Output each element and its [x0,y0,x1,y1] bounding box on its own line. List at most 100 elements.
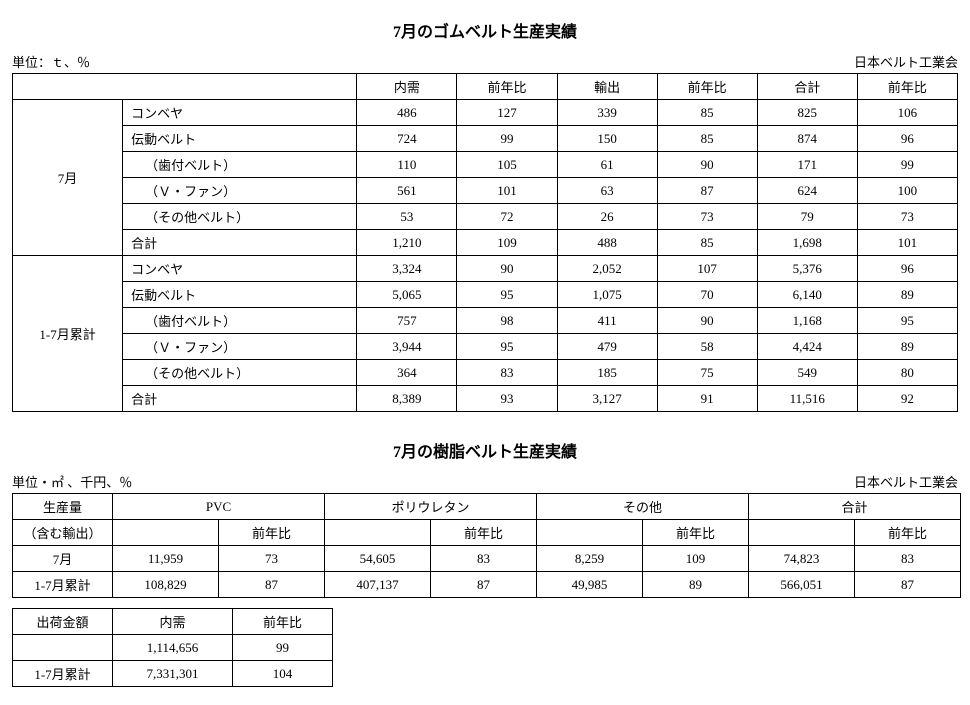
t1-cell: 1,698 [757,230,857,256]
t1-cell: 90 [657,152,757,178]
t2-cell: 87 [431,572,537,598]
t1-cell: 93 [457,386,557,412]
table-resin-belt: 生産量PVCポリウレタンその他合計（含む輸出）前年比前年比前年比前年比7月11,… [12,493,961,598]
t3-cell: 104 [233,661,333,687]
t1-col-5: 前年比 [857,74,957,100]
t1-cell: 106 [857,100,957,126]
t1-cell: 339 [557,100,657,126]
t2-sub-blank [325,520,431,546]
t1-cell: 91 [657,386,757,412]
section2-source: 日本ベルト工業会 [854,472,958,491]
t2-cell: 54,605 [325,546,431,572]
t1-cell: 3,127 [557,386,657,412]
t1-cell: 72 [457,204,557,230]
t1-cell: 85 [657,126,757,152]
t1-cell: 486 [357,100,457,126]
t1-cell: 488 [557,230,657,256]
t2-sub-blank [537,520,643,546]
t1-cell: 107 [657,256,757,282]
t1-cell: 95 [457,282,557,308]
section2-unit: 単位・㎡ 、千円、％ [12,472,132,491]
t1-cell: 825 [757,100,857,126]
t1-cell: 185 [557,360,657,386]
t1-cell: 87 [657,178,757,204]
t1-cell: 11,516 [757,386,857,412]
t3-cell: 99 [233,635,333,661]
t2-group-2: その他 [537,494,749,520]
t1-period-0: 7月 [13,100,123,256]
t1-cell: 80 [857,360,957,386]
t1-cell: 96 [857,256,957,282]
t1-cell: 150 [557,126,657,152]
t1-rowlabel: 合計 [123,230,357,256]
t2-sub-yoy: 前年比 [219,520,325,546]
t2-cell: 407,137 [325,572,431,598]
t1-col-2: 輸出 [557,74,657,100]
t2-sub-yoy: 前年比 [431,520,537,546]
t1-cell: 364 [357,360,457,386]
t1-cell: 61 [557,152,657,178]
t1-cell: 1,168 [757,308,857,334]
t1-cell: 127 [457,100,557,126]
t3-header-1: 内需 [113,609,233,635]
t2-cell: 566,051 [749,572,855,598]
t1-cell: 96 [857,126,957,152]
t2-cell: 11,959 [113,546,219,572]
t1-cell: 724 [357,126,457,152]
t1-cell: 95 [857,308,957,334]
t1-cell: 101 [457,178,557,204]
t3-rowlabel: 1-7月累計 [13,661,113,687]
t1-rowlabel: 伝動ベルト [123,282,357,308]
t2-sub-blank [113,520,219,546]
t2-cell: 73 [219,546,325,572]
t2-rowheader-bottom: （含む輸出） [13,520,113,546]
t1-col-3: 前年比 [657,74,757,100]
t3-cell: 7,331,301 [113,661,233,687]
t1-cell: 549 [757,360,857,386]
t1-cell: 109 [457,230,557,256]
t1-cell: 73 [657,204,757,230]
t1-rowlabel: 伝動ベルト [123,126,357,152]
t1-cell: 479 [557,334,657,360]
t1-cell: 5,376 [757,256,857,282]
section1-source: 日本ベルト工業会 [854,52,958,71]
t1-rowlabel: コンベヤ [123,100,357,126]
t1-cell: 110 [357,152,457,178]
t2-group-3: 合計 [749,494,961,520]
t1-cell: 3,324 [357,256,457,282]
t1-cell: 90 [657,308,757,334]
t1-cell: 85 [657,230,757,256]
t1-cell: 6,140 [757,282,857,308]
t1-cell: 70 [657,282,757,308]
t1-cell: 92 [857,386,957,412]
t2-cell: 83 [431,546,537,572]
t3-rowlabel [13,635,113,661]
t1-cell: 89 [857,334,957,360]
table-rubber-belt: 内需前年比輸出前年比合計前年比7月コンベヤ48612733985825106伝動… [12,73,958,412]
t1-cell: 411 [557,308,657,334]
t3-header-0: 出荷金額 [13,609,113,635]
t1-cell: 101 [857,230,957,256]
t1-cell: 171 [757,152,857,178]
t1-cell: 75 [657,360,757,386]
t2-sub-blank [749,520,855,546]
t1-cell: 58 [657,334,757,360]
t1-cell: 99 [457,126,557,152]
t1-cell: 624 [757,178,857,204]
t1-cell: 5,065 [357,282,457,308]
t1-col-4: 合計 [757,74,857,100]
section1-unit: 単位：ｔ、％ [12,52,90,71]
t1-cell: 561 [357,178,457,204]
t2-group-0: PVC [113,494,325,520]
t1-cell: 90 [457,256,557,282]
t2-cell: 49,985 [537,572,643,598]
t1-cell: 73 [857,204,957,230]
t1-cell: 1,210 [357,230,457,256]
t1-cell: 63 [557,178,657,204]
t1-cell: 3,944 [357,334,457,360]
t1-cell: 83 [457,360,557,386]
section1-title: 7月のゴムベルト生産実績 [12,18,958,42]
t2-sub-yoy: 前年比 [855,520,961,546]
t1-cell: 85 [657,100,757,126]
t1-cell: 98 [457,308,557,334]
